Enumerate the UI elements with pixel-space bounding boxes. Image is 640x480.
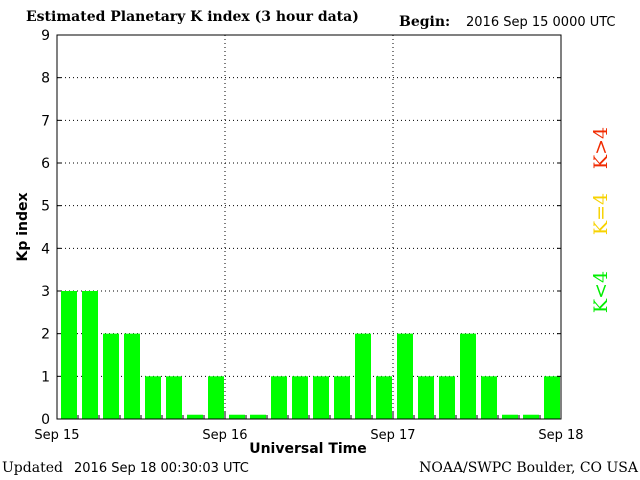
y-axis-label: Kp index (15, 192, 31, 261)
x-axis-label: Universal Time (249, 441, 367, 457)
updated-label: Updated (2, 460, 63, 476)
kp-bar (334, 376, 350, 419)
kp-bar (376, 376, 392, 419)
kp-bar (208, 376, 224, 419)
y-tick-label: 0 (41, 412, 50, 428)
legend-item: K<4 (590, 271, 612, 313)
kp-bar (439, 376, 455, 419)
kp-bar (460, 333, 476, 419)
legend-item: K=4 (590, 193, 612, 235)
kp-bar (523, 414, 539, 419)
y-tick-label: 8 (41, 71, 50, 87)
x-tick-label: Sep 16 (202, 428, 247, 443)
kp-bar (82, 291, 98, 419)
grid-layer (57, 35, 561, 419)
kp-bar (397, 333, 413, 419)
kp-bar (61, 291, 77, 419)
y-tick-label: 9 (41, 28, 50, 44)
begin-label: Begin: (399, 14, 451, 30)
y-tick-label: 6 (41, 156, 50, 172)
kp-bar (544, 376, 560, 419)
updated-value: 2016 Sep 18 00:30:03 UTC (74, 461, 249, 476)
kp-bar (103, 333, 119, 419)
kp-bar (124, 333, 140, 419)
kp-bar (166, 376, 182, 419)
y-tick-label: 2 (41, 327, 50, 343)
y-tick-label: 1 (41, 369, 50, 385)
kp-bar (481, 376, 497, 419)
kp-bar (313, 376, 329, 419)
kp-bar (418, 376, 434, 419)
y-tick-label: 3 (41, 284, 50, 300)
x-tick-label: Sep 15 (34, 428, 79, 443)
begin-value: 2016 Sep 15 0000 UTC (466, 15, 616, 30)
kp-bar (250, 414, 266, 419)
x-tick-label: Sep 17 (370, 428, 415, 443)
x-axis: Sep 15 Sep 16 Sep 17 Sep 18 (34, 411, 584, 443)
legend-item: K>4 (590, 127, 612, 169)
chart-title: Estimated Planetary K index (3 hour data… (26, 9, 359, 25)
credit-text: NOAA/SWPC Boulder, CO USA (419, 460, 638, 476)
kp-bar (355, 333, 371, 419)
legend: K<4 K=4 K>4 (590, 127, 612, 313)
y-tick-label: 5 (41, 199, 50, 215)
bars-layer (61, 291, 560, 419)
y-axis: 0 1 2 3 4 5 6 7 8 9 (41, 28, 561, 428)
kp-bar (145, 376, 161, 419)
kp-bar (271, 376, 287, 419)
kp-bar (502, 414, 518, 419)
kp-bar (229, 414, 245, 419)
y-tick-label: 7 (41, 113, 50, 129)
y-tick-label: 4 (41, 241, 50, 257)
kp-bar (187, 414, 203, 419)
x-tick-label: Sep 18 (538, 428, 583, 443)
kp-bar (292, 376, 308, 419)
